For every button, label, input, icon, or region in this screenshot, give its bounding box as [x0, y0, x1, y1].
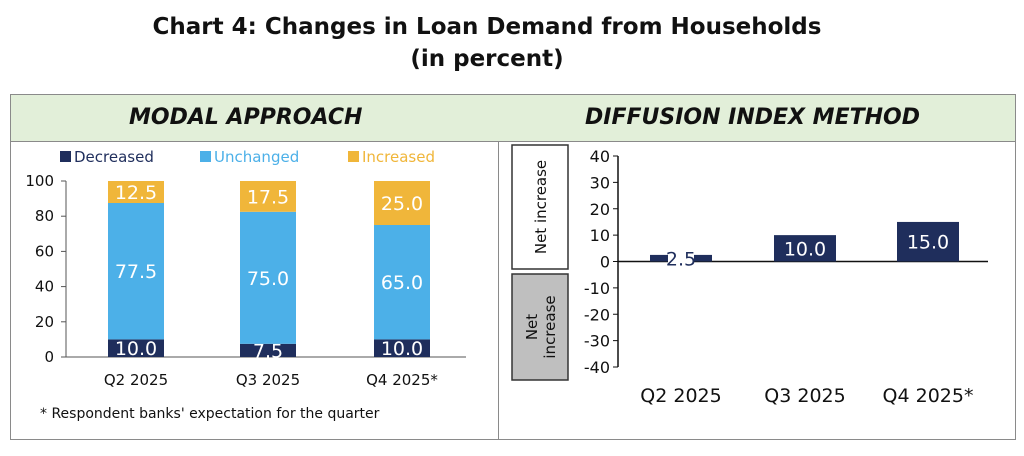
stacked-bar-value-label: 65.0 — [381, 272, 423, 294]
chart-panel: MODAL APPROACH DIFFUSION INDEX METHOD — [10, 94, 1016, 440]
legend-label-unchanged: Unchanged — [214, 148, 299, 166]
right-x-tick-label: Q3 2025 — [764, 385, 845, 407]
stacked-bar-value-label: 10.0 — [115, 338, 157, 360]
legend-label-increased: Increased — [362, 148, 435, 166]
left-y-tick-label: 0 — [44, 348, 54, 366]
right-y-tick-label: -30 — [584, 332, 610, 351]
left-y-tick-label: 60 — [35, 242, 54, 260]
left-y-tick-label: 40 — [35, 278, 54, 296]
chart-title-line-1: Chart 4: Changes in Loan Demand from Hou… — [152, 14, 822, 40]
right-y-tick-label: -10 — [584, 279, 610, 298]
stacked-bar-value-label: 7.5 — [253, 340, 283, 362]
net-increase-bar — [774, 235, 836, 262]
footnote: * Respondent banks' expectation for the … — [40, 406, 380, 422]
stacked-bar-value-label: 10.0 — [381, 338, 423, 360]
right-y-tick-label: 40 — [590, 147, 610, 166]
stacked-bar-value-label: 12.5 — [115, 182, 157, 204]
panel-divider — [498, 142, 499, 440]
net-increase-bar — [897, 221, 959, 262]
net-increase-label-box-top — [511, 144, 569, 270]
diffusion-index-header: DIFFUSION INDEX METHOD — [585, 105, 920, 130]
left-y-tick-label: 100 — [25, 172, 54, 190]
net-increase-label-box-bottom — [511, 273, 569, 381]
right-y-tick-label: 20 — [590, 200, 610, 219]
right-x-tick-label: Q2 2025 — [640, 385, 721, 407]
net-increase-label-top: Net increase — [532, 160, 550, 254]
stacked-bar-value-label: 17.5 — [247, 186, 289, 208]
stacked-bar-value-label: 75.0 — [247, 268, 289, 290]
chart-title-line-2: (in percent) — [410, 46, 564, 72]
stacked-bar-decreased — [374, 339, 430, 357]
right-y-tick-label: 30 — [590, 173, 610, 192]
legend-swatch-increased — [348, 151, 359, 162]
stacked-bar-decreased — [240, 343, 296, 357]
stacked-bar-increased — [108, 181, 164, 203]
stacked-bar-unchanged — [108, 203, 164, 340]
modal-approach-header: MODAL APPROACH — [129, 105, 363, 130]
legend-swatch-unchanged — [200, 151, 211, 162]
stacked-bar-decreased — [108, 339, 164, 357]
stacked-bar-value-label: 77.5 — [115, 261, 157, 283]
right-y-tick-label: 10 — [590, 226, 610, 245]
stacked-bar-increased — [240, 181, 296, 212]
left-y-tick-label: 20 — [35, 313, 54, 331]
net-increase-value-label: 10.0 — [784, 238, 826, 260]
panel-header: MODAL APPROACH DIFFUSION INDEX METHOD — [11, 95, 1015, 142]
left-y-tick-label: 80 — [35, 207, 54, 225]
stacked-bar-value-label: 25.0 — [381, 193, 423, 215]
left-x-tick-label: Q2 2025 — [104, 371, 168, 389]
net-increase-label-bottom-line2: increase — [541, 295, 559, 358]
left-x-tick-label: Q4 2025* — [366, 371, 438, 389]
legend-label-decreased: Decreased — [74, 148, 154, 166]
stacked-bar-unchanged — [240, 211, 296, 344]
stacked-bar-increased — [374, 181, 430, 225]
right-y-tick-label: -40 — [584, 358, 610, 377]
legend-swatch-decreased — [60, 151, 71, 162]
left-x-tick-label: Q3 2025 — [236, 371, 300, 389]
right-y-tick-label: 0 — [600, 253, 610, 272]
net-increase-label-bottom-line1: Net — [523, 314, 541, 340]
net-increase-value-label: 2.5 — [666, 249, 696, 271]
right-y-tick-label: -20 — [584, 305, 610, 324]
stacked-bar-unchanged — [374, 225, 430, 340]
net-increase-value-label: 15.0 — [907, 232, 949, 254]
right-x-tick-label: Q4 2025* — [883, 385, 974, 407]
value-label-box — [668, 251, 694, 272]
